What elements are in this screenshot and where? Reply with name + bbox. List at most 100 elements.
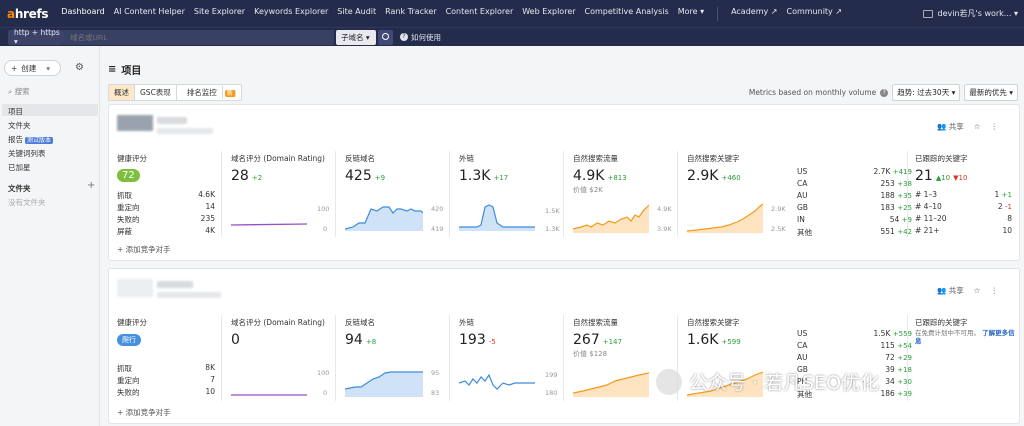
backlinks-value[interactable]: 193 [459, 332, 486, 348]
crawl-row: 屏蔽 4K [117, 226, 215, 236]
add-competitor-link[interactable]: + 添加竞争对手 [117, 245, 171, 254]
sidebar-search[interactable]: ⌕ 搜索 [8, 87, 30, 96]
country-row: GB 39 +18 [797, 365, 912, 374]
refdomains-value[interactable]: 425 [345, 168, 372, 184]
info-icon[interactable]: ? [880, 88, 889, 97]
menu-icon[interactable]: ≡ [108, 64, 117, 75]
country-row: GB 183 +25 [797, 203, 912, 212]
crawl-row: 失败的 10 [117, 387, 215, 397]
traffic-value[interactable]: 4.9K [573, 168, 605, 184]
health-score-badge[interactable]: 72 [117, 169, 140, 182]
nav-more[interactable]: More ▾ [677, 6, 705, 16]
add-folder-icon[interactable]: + [87, 180, 96, 191]
create-button[interactable]: + 创建 ▾ [4, 60, 61, 76]
rank-row: # 1–3 1 +1 [915, 190, 1012, 199]
backlinks-value[interactable]: 1.3K [459, 168, 491, 184]
axis-label: 1.5K [545, 207, 560, 215]
search-button[interactable] [378, 29, 393, 45]
tab-gsc[interactable]: GSC表现 [135, 85, 177, 100]
more-icon[interactable]: ⋮ [990, 122, 998, 131]
traffic-label: 自然搜索流量 [573, 154, 618, 163]
refdomains-delta: +8 [365, 338, 377, 346]
divider [221, 315, 222, 401]
view-tabs: 概述 GSC表现 排名监控新 [108, 84, 242, 101]
star-icon[interactable]: ☆ [973, 286, 981, 295]
plus-icon: + [11, 63, 18, 73]
sidebar-item-keyword-lists[interactable]: 关键词列表 [8, 149, 46, 158]
traffic-label: 自然搜索流量 [573, 318, 618, 327]
axis-label: 420 [431, 205, 444, 213]
axis-label: 2.5K [771, 225, 786, 233]
share-button[interactable]: 👥 共享 [937, 122, 964, 131]
project-favicon [117, 279, 153, 297]
dr-value[interactable]: 28 [231, 168, 249, 184]
learn-more-link[interactable]: 了解更多信息 [915, 329, 1015, 345]
tracked-value[interactable]: 21 [915, 168, 933, 184]
sidebar-item-starred[interactable]: 已加星 [8, 163, 31, 172]
tracked-label: 已跟踪的关键字 [915, 154, 968, 163]
crawling-badge[interactable]: 爬行 [117, 334, 141, 346]
keywords-col: 自然搜索关键字 2.9K +460 [687, 153, 741, 184]
share-button[interactable]: 👥 共享 [937, 286, 964, 295]
nav-site-explorer[interactable]: Site Explorer [193, 6, 246, 16]
sidebar-active-bg [2, 104, 98, 116]
ahrefs-logo[interactable]: ahrefs [7, 6, 49, 21]
star-icon[interactable]: ☆ [973, 122, 981, 131]
refdomains-chart [345, 206, 423, 231]
nav-rank-tracker[interactable]: Rank Tracker [385, 6, 437, 16]
tab-rank-monitor[interactable]: 排名监控新 [177, 85, 241, 100]
keywords-label: 自然搜索关键字 [687, 154, 740, 163]
dr-value[interactable]: 0 [231, 332, 240, 348]
keywords-value[interactable]: 2.9K [687, 168, 719, 184]
mode-select[interactable]: 子域名 ▾ [336, 29, 376, 45]
axis-label: 83 [431, 389, 440, 397]
nav-community[interactable]: Community ↗ [786, 6, 843, 16]
add-competitor-link[interactable]: + 添加竞争对手 [117, 408, 171, 417]
more-icon[interactable]: ⋮ [990, 286, 998, 295]
traffic-delta: +147 [602, 338, 622, 346]
project-url [157, 128, 213, 134]
monitor-icon[interactable] [922, 9, 933, 18]
nav-ai-content-helper[interactable]: AI Content Helper [113, 6, 185, 16]
refdomains-value[interactable]: 94 [345, 332, 363, 348]
nav-keywords-explorer[interactable]: Keywords Explorer [254, 6, 329, 16]
crawl-row: 失败的 235 [117, 214, 215, 224]
tab-overview[interactable]: 概述 [109, 85, 135, 100]
keywords-chart [687, 203, 763, 233]
project-name [157, 281, 193, 288]
crawl-row: 重定向 14 [117, 202, 215, 212]
nav-web-explorer[interactable]: Web Explorer [522, 6, 576, 16]
sidebar-item-folders[interactable]: 文件夹 [8, 121, 31, 130]
divider [221, 151, 222, 237]
tracked-up: ▲10 [935, 174, 951, 182]
protocol-select[interactable]: http + https ▾ [8, 28, 64, 46]
traffic-chart [573, 372, 649, 397]
url-input[interactable] [64, 29, 334, 45]
divider [677, 151, 678, 237]
project-url [157, 292, 221, 298]
backlinks-label: 外链 [459, 318, 474, 327]
axis-label: 3.9K [657, 225, 672, 233]
sidebar-item-reports[interactable]: 报告 测试版本 [8, 135, 54, 144]
chevron-down-icon[interactable]: ▾ [46, 63, 51, 73]
sort-select[interactable]: 最新的优先 ▾ [964, 84, 1018, 101]
nav-content-explorer[interactable]: Content Explorer [445, 6, 514, 16]
user-menu[interactable]: devin若凡's work... ▾ [937, 9, 1018, 18]
nav-competitive-analysis[interactable]: Competitive Analysis [584, 6, 669, 16]
gear-icon[interactable]: ⚙ [75, 62, 84, 73]
nav-academy[interactable]: Academy ↗ [731, 6, 778, 16]
nav-site-audit[interactable]: Site Audit [337, 6, 377, 16]
help-link[interactable]: ? 如何使用 [400, 32, 441, 43]
trend-select[interactable]: 趋势: 过去30天 ▾ [892, 84, 961, 101]
keywords-delta: +599 [721, 338, 741, 346]
dr-col: 域名评分 (Domain Rating) 28 +2 [231, 153, 325, 184]
backlinks-delta: +17 [493, 174, 509, 182]
traffic-value[interactable]: 267 [573, 332, 600, 348]
nav-dashboard[interactable]: Dashboard [61, 6, 105, 16]
country-row: 其他 551 +42 [797, 227, 912, 237]
keywords-value[interactable]: 1.6K [687, 332, 719, 348]
keywords-chart [687, 371, 763, 397]
sidebar-item-projects[interactable]: 项目 [8, 107, 23, 116]
axis-label: 100 [317, 205, 330, 213]
